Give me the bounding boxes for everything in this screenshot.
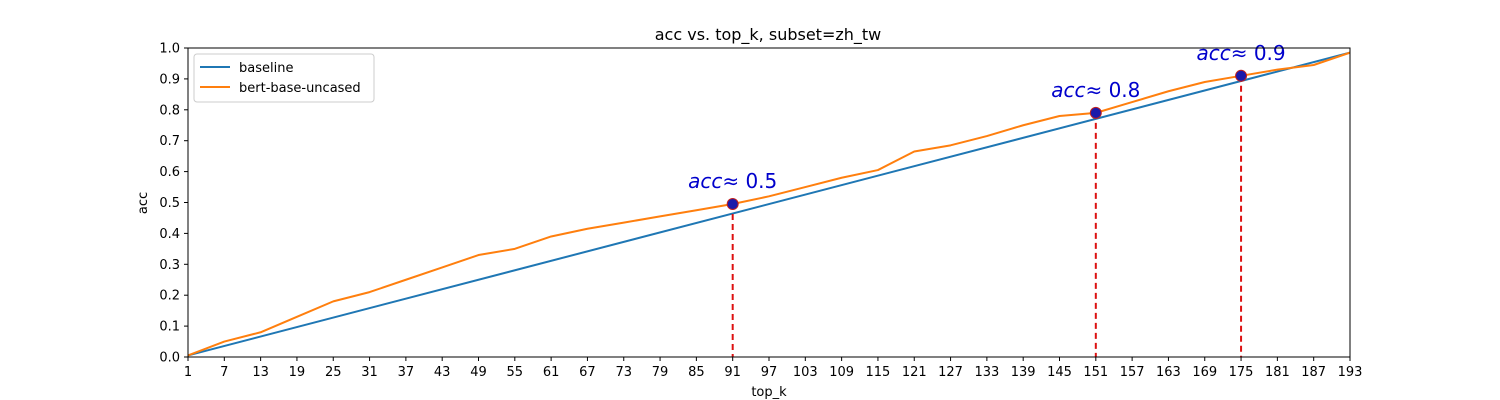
legend: baseline bert-base-uncased [193, 53, 375, 103]
y-tick-label: 0.9 [159, 72, 180, 87]
annotation-marker [1089, 106, 1102, 119]
x-tick-label: 139 [1011, 365, 1036, 380]
x-axis-title: top_k [751, 385, 787, 400]
annotation-variable: acc [1051, 78, 1085, 102]
y-tick-label: 0.2 [159, 289, 180, 304]
y-tick-label: 0.5 [159, 196, 180, 211]
x-tick-label: 31 [361, 365, 378, 380]
x-tick-label: 109 [829, 365, 854, 380]
annotation-variable: acc [1196, 41, 1230, 65]
x-tick-label: 103 [793, 365, 818, 380]
annotation-marker [1235, 69, 1248, 82]
annotation-value: ≈ 0.9 [1231, 41, 1286, 65]
x-tick-label: 1 [184, 365, 192, 380]
x-tick-label: 121 [902, 365, 927, 380]
x-tick-label: 133 [974, 365, 999, 380]
series-line-bert-base-uncased [187, 51, 1351, 357]
legend-label-baseline: baseline [239, 61, 293, 76]
x-tick-label: 127 [938, 365, 963, 380]
x-axis-ticks: 1 7 13 19 25 31 37 43 49 55 61 67 73 79 85 91 97 103 109 11… [184, 357, 1363, 380]
x-tick-label: 43 [434, 365, 451, 380]
x-tick-label: 79 [652, 365, 669, 380]
x-tick-label: 67 [579, 365, 596, 380]
x-tick-label: 73 [615, 365, 632, 380]
series-line-baseline [187, 51, 1351, 357]
x-tick-label: 61 [543, 365, 560, 380]
y-tick-label: 1.0 [159, 42, 180, 57]
x-tick-label: 7 [220, 365, 228, 380]
x-tick-label: 163 [1156, 365, 1181, 380]
y-tick-label: 0.4 [159, 227, 180, 242]
x-tick-label: 91 [724, 365, 741, 380]
x-tick-label: 193 [1338, 365, 1363, 380]
annotation-marker [726, 198, 739, 211]
y-tick-label: 0.1 [159, 320, 180, 335]
y-tick-label: 0.7 [159, 134, 180, 149]
x-tick-label: 25 [325, 365, 342, 380]
x-tick-label: 115 [866, 365, 891, 380]
x-tick-label: 157 [1120, 365, 1145, 380]
x-tick-label: 175 [1229, 365, 1254, 380]
annotation-label: acc≈ 0.9 [1196, 41, 1285, 65]
y-tick-label: 0.6 [159, 165, 180, 180]
y-axis-ticks: 0.0 0.1 0.2 0.3 0.4 0.5 0.6 0.7 0.8 0.9 1.0 [159, 42, 188, 366]
x-tick-label: 19 [289, 365, 306, 380]
y-tick-label: 0.0 [159, 351, 180, 366]
x-tick-label: 49 [470, 365, 487, 380]
x-tick-label: 85 [688, 365, 705, 380]
x-tick-label: 169 [1192, 365, 1217, 380]
annotation-label: acc≈ 0.8 [1051, 78, 1140, 102]
x-tick-label: 97 [761, 365, 778, 380]
y-tick-label: 0.8 [159, 103, 180, 118]
chart-title: acc vs. top_k, subset=zh_tw [655, 25, 882, 45]
annotation-value: ≈ 0.5 [722, 169, 777, 193]
plot-area [187, 51, 1351, 357]
legend-label-bert-base-uncased: bert-base-uncased [239, 81, 361, 96]
legend-frame [193, 53, 375, 103]
annotation-label: acc≈ 0.5 [688, 169, 777, 193]
x-tick-label: 181 [1265, 365, 1290, 380]
x-tick-label: 145 [1047, 365, 1072, 380]
annotation-value: ≈ 0.8 [1085, 78, 1140, 102]
annotation-variable: acc [688, 169, 722, 193]
y-axis-title: acc [136, 192, 151, 214]
x-tick-label: 151 [1083, 365, 1108, 380]
x-tick-label: 187 [1301, 365, 1326, 380]
x-tick-label: 55 [507, 365, 524, 380]
x-tick-label: 37 [398, 365, 415, 380]
x-tick-label: 13 [252, 365, 269, 380]
y-tick-label: 0.3 [159, 258, 180, 273]
